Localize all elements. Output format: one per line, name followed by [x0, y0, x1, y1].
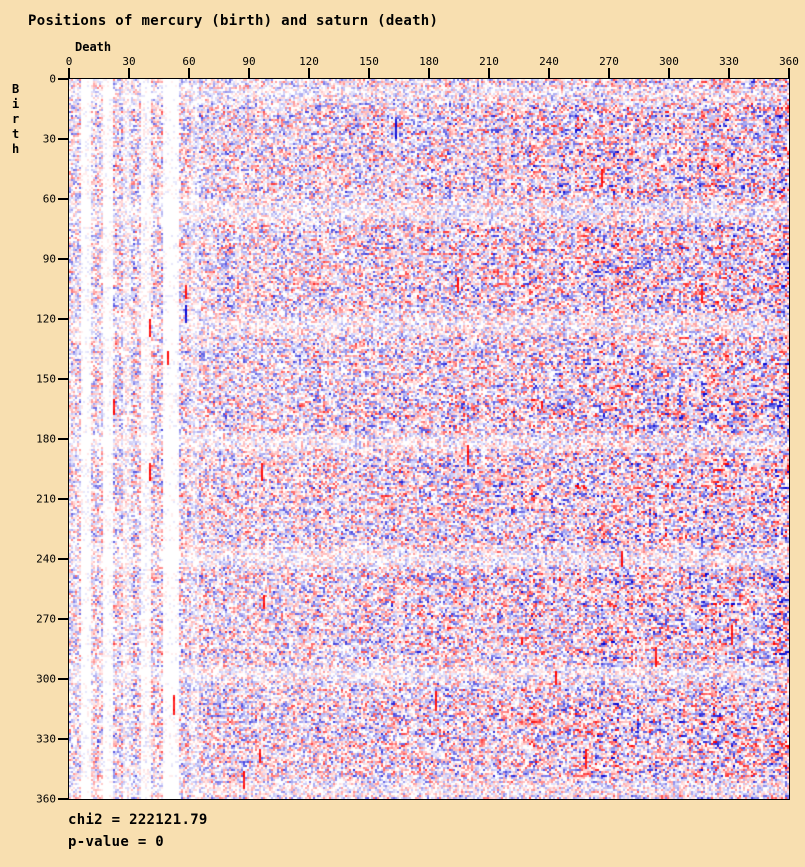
- y-tick-mark: [58, 498, 68, 500]
- y-tick-label: 210: [36, 492, 56, 506]
- y-tick-label: 120: [36, 312, 56, 326]
- x-tick-mark: [308, 68, 310, 78]
- x-tick-mark: [368, 68, 370, 78]
- y-tick-mark: [58, 198, 68, 200]
- chi2-stat: chi2 = 222121.79: [68, 812, 208, 828]
- y-tick-mark: [58, 738, 68, 740]
- y-tick-mark: [58, 438, 68, 440]
- x-tick-label: 180: [419, 55, 439, 68]
- y-axis-label: Birth: [12, 82, 20, 156]
- x-tick-mark: [728, 68, 730, 78]
- x-tick-mark: [668, 68, 670, 78]
- x-tick-mark: [548, 68, 550, 78]
- x-tick-mark: [248, 68, 250, 78]
- x-tick-mark: [788, 68, 790, 78]
- y-tick-label: 90: [42, 252, 56, 266]
- x-tick-label: 0: [65, 55, 73, 68]
- x-tick-label: 150: [359, 55, 379, 68]
- y-tick-mark: [58, 798, 68, 800]
- x-tick-label: 300: [659, 55, 679, 68]
- y-tick-label: 360: [36, 792, 56, 806]
- y-tick-label: 150: [36, 372, 56, 386]
- x-tick-label: 90: [242, 55, 256, 68]
- x-tick-mark: [428, 68, 430, 78]
- y-tick-mark: [58, 138, 68, 140]
- x-tick-mark: [68, 68, 70, 78]
- x-tick-label: 120: [299, 55, 319, 68]
- y-tick-mark: [58, 378, 68, 380]
- y-tick-label: 240: [36, 552, 56, 566]
- x-tick-label: 60: [182, 55, 196, 68]
- x-tick-mark: [488, 68, 490, 78]
- y-tick-label: 0: [49, 72, 56, 86]
- x-axis-label: Death: [75, 40, 112, 54]
- plot-border: [68, 78, 790, 800]
- y-tick-mark: [58, 678, 68, 680]
- y-tick-mark: [58, 558, 68, 560]
- x-tick-mark: [608, 68, 610, 78]
- p-value-stat: p-value = 0: [68, 834, 165, 850]
- y-tick-mark: [58, 618, 68, 620]
- y-tick-mark: [58, 78, 68, 80]
- x-tick-mark: [188, 68, 190, 78]
- y-tick-mark: [58, 258, 68, 260]
- x-tick-label: 210: [479, 55, 499, 68]
- y-tick-label: 330: [36, 732, 56, 746]
- y-tick-label: 180: [36, 432, 56, 446]
- heatmap-canvas: [69, 79, 789, 799]
- y-tick-label: 60: [42, 192, 56, 206]
- y-tick-mark: [58, 318, 68, 320]
- chart-title: Positions of mercury (birth) and saturn …: [28, 13, 439, 29]
- x-tick-label: 30: [122, 55, 136, 68]
- y-tick-label: 270: [36, 612, 56, 626]
- y-tick-label: 300: [36, 672, 56, 686]
- x-tick-mark: [128, 68, 130, 78]
- x-tick-label: 360: [779, 55, 799, 68]
- x-tick-label: 330: [719, 55, 739, 68]
- x-tick-label: 270: [599, 55, 619, 68]
- y-tick-label: 30: [42, 132, 56, 146]
- x-tick-label: 240: [539, 55, 559, 68]
